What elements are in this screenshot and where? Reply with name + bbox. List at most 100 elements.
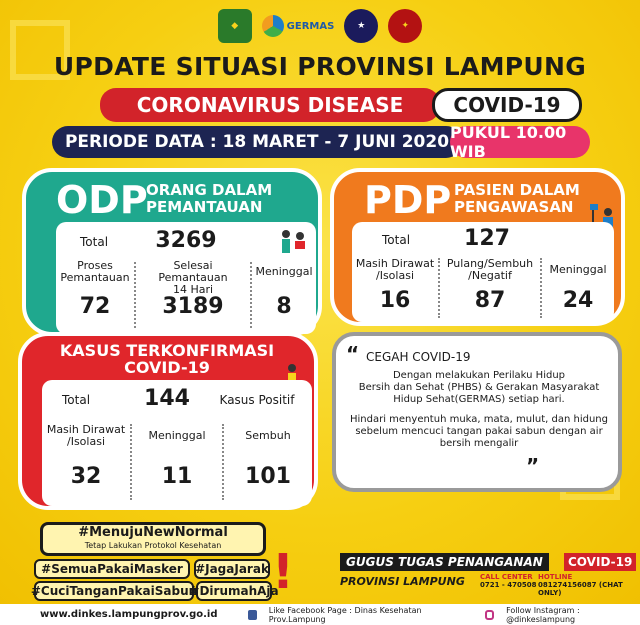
page-title: UPDATE SITUASI PROVINSI LAMPUNG bbox=[53, 52, 587, 81]
odp-col1-label: Proses Pemantauan bbox=[60, 260, 130, 284]
call-center-label: CALL CENTER bbox=[480, 573, 533, 581]
hotline: HOTLINE 081274156087 (CHAT ONLY) bbox=[538, 573, 638, 597]
hashtag-jagajarak: #JagaJarak bbox=[194, 559, 270, 579]
new-normal-subtitle: Tetap Lakukan Protokol Kesehatan bbox=[84, 541, 222, 550]
facebook-icon bbox=[247, 609, 257, 620]
cegah-p1-line3: Hidup Sehat(GERMAS) setiap hari. bbox=[393, 394, 565, 405]
odp-col2-label-line2: 14 Hari bbox=[172, 283, 214, 296]
hashtag-masker: #SemuaPakaiMasker bbox=[34, 559, 190, 579]
odp-col2-label-line1: Selesai Pemantauan bbox=[158, 259, 228, 284]
gugus-tugas-block: GUGUS TUGAS PENANGANAN COVID-19 PROVINSI… bbox=[340, 553, 638, 597]
pdp-col1-label-line1: Masih Dirawat bbox=[355, 257, 435, 270]
kasus-title: KASUS TERKONFIRMASI COVID-19 bbox=[22, 342, 312, 376]
odp-col3-value: 8 bbox=[276, 294, 292, 319]
covid-banner: COVID-19 bbox=[432, 88, 582, 122]
footer: www.dinkes.lampungprov.go.id Like Facebo… bbox=[0, 604, 640, 625]
odp-col1-label-line2: Pemantauan bbox=[60, 271, 130, 284]
cegah-p2-line1: Hindari menyentuh muka, mata, mulut, dan… bbox=[349, 414, 608, 425]
odp-full-line1: ORANG DALAM bbox=[146, 181, 273, 199]
cegah-p1-line2: Bersih dan Sehat (PHBS) & Gerakan Masyar… bbox=[358, 382, 600, 393]
pdp-full-line1: PASIEN DALAM bbox=[454, 181, 580, 199]
pdp-full-line2: PENGAWASAN bbox=[454, 198, 574, 216]
pdp-col1-label: Masih Dirawat /Isolasi bbox=[354, 258, 436, 282]
odp-col3-label: Meninggal bbox=[255, 265, 313, 278]
odp-total-label: Total bbox=[80, 235, 109, 249]
pdp-col2-value: 87 bbox=[474, 288, 506, 313]
germas-logo: GERMAS bbox=[261, 15, 335, 37]
pdp-col3-value: 24 bbox=[562, 288, 594, 313]
odp-full-name: ORANG DALAM PEMANTAUAN bbox=[146, 182, 272, 216]
pukul-banner: PUKUL 10.00 WIB bbox=[450, 123, 590, 161]
pdp-total-value: 127 bbox=[464, 226, 510, 251]
cegah-paragraph-2: Hindari menyentuh muka, mata, mulut, dan… bbox=[346, 414, 612, 450]
exclamation-icon: ! bbox=[272, 544, 294, 600]
kasus-total-label: Total bbox=[62, 393, 91, 407]
odp-col1-value: 72 bbox=[79, 294, 111, 319]
cegah-paragraph-1: Dengan melakukan Perilaku Hidup Bersih d… bbox=[346, 370, 612, 406]
kasus-stats-panel: Total 144 Kasus Positif Masih Dirawat /I… bbox=[42, 380, 312, 506]
divider bbox=[134, 262, 136, 328]
instagram-link[interactable]: Follow Instagram : @dinkeslampung bbox=[506, 605, 580, 624]
new-normal-hashtag: #MenujuNewNormal bbox=[78, 525, 228, 540]
kasus-col1-label: Masih Dirawat /Isolasi bbox=[44, 424, 128, 448]
odp-col1-label-line1: Proses bbox=[77, 259, 113, 272]
odp-card: ODP ORANG DALAM PEMANTAUAN Total 3269 Pr… bbox=[22, 168, 322, 336]
pdp-total-label: Total bbox=[382, 233, 411, 247]
odp-full-line2: PEMANTAUAN bbox=[146, 198, 263, 216]
kasus-col1-label-line2: /Isolasi bbox=[67, 435, 105, 448]
kasus-col2-label: Meninggal bbox=[148, 429, 206, 442]
gugus-title: GUGUS TUGAS PENANGANAN bbox=[340, 553, 549, 571]
kasus-col3-value: 101 bbox=[245, 464, 291, 489]
kasus-col3-label: Sembuh bbox=[245, 429, 291, 442]
army-logo: ✦ bbox=[388, 9, 423, 43]
odp-total-value: 3269 bbox=[155, 228, 217, 253]
pdp-col1-label-line2: /Isolasi bbox=[376, 269, 414, 282]
call-center: CALL CENTER 0721 - 470508 bbox=[480, 573, 537, 589]
pdp-col1-value: 16 bbox=[379, 288, 411, 313]
quote-close-icon: ” bbox=[526, 454, 540, 478]
kasus-card: KASUS TERKONFIRMASI COVID-19 Total 144 K… bbox=[18, 332, 318, 510]
odp-abbr: ODP bbox=[56, 178, 148, 222]
cegah-p2-line2: sebelum mencuci tangan pakai sabun denga… bbox=[355, 426, 603, 437]
hashtag-dirumahaja: #DirumahAja bbox=[189, 581, 279, 601]
cegah-title: CEGAH COVID-19 bbox=[366, 350, 471, 364]
kasus-col2-value: 11 bbox=[161, 464, 193, 489]
divider bbox=[540, 258, 542, 318]
decorative-pattern-top-left bbox=[10, 20, 70, 80]
hotline-value: 081274156087 (CHAT ONLY) bbox=[538, 581, 623, 597]
kasus-col1-label-line1: Masih Dirawat bbox=[46, 423, 126, 436]
disease-banner: CORONAVIRUS DISEASE bbox=[100, 88, 440, 122]
divider bbox=[222, 424, 224, 500]
cegah-p2-line3: bersih mengalir bbox=[439, 438, 519, 449]
pdp-full-name: PASIEN DALAM PENGAWASAN bbox=[454, 182, 580, 216]
facebook-link[interactable]: Like Facebook Page : Dinas Kesehatan Pro… bbox=[268, 605, 422, 624]
gugus-province: PROVINSI LAMPUNG bbox=[340, 575, 465, 588]
kasus-title-line1: KASUS TERKONFIRMASI bbox=[59, 341, 275, 360]
pdp-col2-label-line2: /Negatif bbox=[468, 269, 512, 282]
odp-col2-label: Selesai Pemantauan 14 Hari bbox=[138, 260, 248, 296]
logos-row: ◆ GERMAS ★ ✦ bbox=[0, 6, 640, 46]
website-link[interactable]: www.dinkes.lampungprov.go.id bbox=[40, 609, 218, 620]
pdp-col2-label: Pulang/Sembuh /Negatif bbox=[442, 258, 538, 282]
doctor-patient-icon bbox=[282, 230, 305, 253]
germas-icon bbox=[261, 15, 284, 37]
call-center-value: 0721 - 470508 bbox=[480, 581, 537, 589]
kasus-title-line2: COVID-19 bbox=[124, 358, 210, 377]
kasus-total-value: 144 bbox=[144, 386, 190, 411]
pdp-abbr: PDP bbox=[364, 178, 452, 222]
odp-stats-panel: Total 3269 Proses Pemantauan Selesai Pem… bbox=[56, 222, 316, 334]
pdp-col2-label-line1: Pulang/Sembuh bbox=[446, 257, 534, 270]
quote-open-icon: “ bbox=[346, 342, 360, 366]
new-normal-box: #MenujuNewNormal Tetap Lakukan Protokol … bbox=[40, 522, 266, 556]
germas-text: GERMAS bbox=[286, 20, 335, 32]
police-logo: ★ bbox=[344, 9, 379, 43]
hashtag-cucitangan: #CuciTanganPakaiSabun bbox=[31, 581, 197, 601]
lampung-province-logo: ◆ bbox=[217, 9, 252, 43]
gugus-covid: COVID-19 bbox=[564, 553, 637, 571]
periode-banner: PERIODE DATA : 18 MARET - 7 JUNI 2020 bbox=[52, 126, 462, 158]
pdp-card: PDP PASIEN DALAM PENGAWASAN Total 127 Ma… bbox=[330, 168, 625, 326]
instagram-icon bbox=[484, 609, 495, 620]
odp-col2-value: 3189 bbox=[162, 294, 224, 319]
pdp-col3-label: Meninggal bbox=[549, 263, 607, 276]
divider bbox=[438, 258, 440, 318]
